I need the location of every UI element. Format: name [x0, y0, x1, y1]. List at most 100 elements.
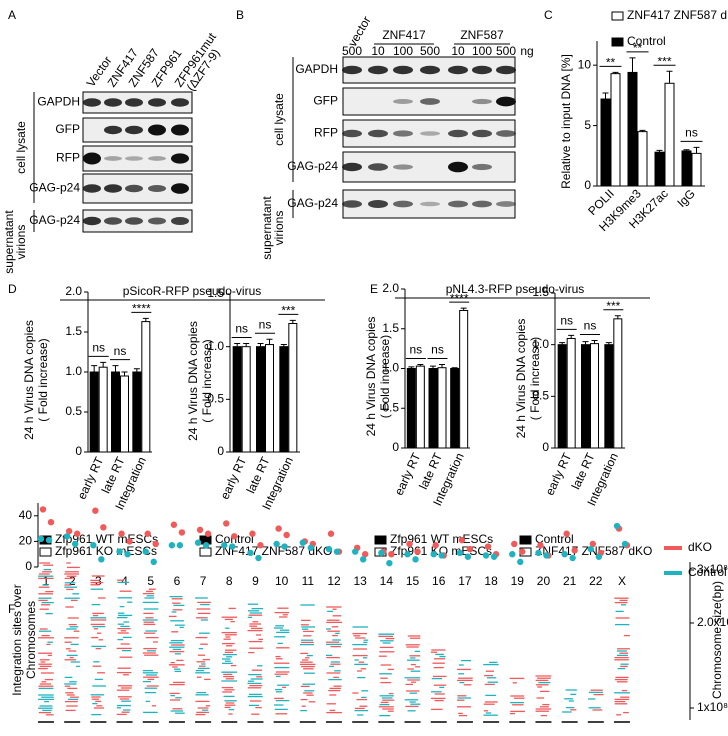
x-tick-label: 7: [200, 574, 207, 588]
blot-band: [342, 129, 362, 138]
bar: [590, 343, 599, 449]
point: [71, 540, 79, 548]
point: [327, 530, 335, 537]
error-bar: [430, 365, 436, 369]
sig-label: ***: [657, 54, 671, 68]
blot-band: [148, 156, 166, 161]
blot-band: [496, 65, 516, 75]
x-tick-label: 15: [406, 574, 420, 588]
blot-band: [496, 130, 516, 137]
error-bar: [289, 319, 296, 324]
error-bar: [602, 92, 609, 99]
size-tick-label: 2.0x10⁸: [697, 615, 728, 629]
x-tick-label: 11: [302, 574, 315, 588]
point: [142, 548, 149, 555]
error-bar: [133, 368, 140, 372]
point: [490, 553, 498, 560]
y-tick-label: 1.0: [65, 364, 82, 378]
error-bar: [234, 343, 241, 347]
bar: [691, 152, 702, 187]
bar: [604, 344, 614, 449]
point: [273, 540, 280, 548]
y-tick-label: 5: [584, 118, 591, 132]
x-tick-label: 10: [275, 574, 289, 588]
y-tick-label: 1.5: [382, 321, 399, 335]
bar: [437, 367, 447, 449]
y-axis-label: Relative to input DNA [%]: [559, 54, 573, 189]
error-bar: [666, 70, 673, 84]
sig-label: ns: [584, 319, 597, 333]
legend-label: Control: [688, 565, 727, 579]
error-bar: [439, 364, 445, 368]
blot-band: [104, 125, 122, 135]
sig-label: ****: [450, 291, 469, 305]
point: [39, 506, 47, 513]
point: [430, 551, 437, 558]
panel-label: E: [370, 282, 378, 296]
point: [456, 549, 464, 557]
bar: [581, 344, 590, 449]
blot-band: [472, 163, 492, 171]
x-tick-label: 6: [174, 574, 181, 588]
amount-label: 500: [342, 44, 362, 58]
blot-band: [393, 130, 413, 137]
bar: [459, 309, 469, 449]
lane-label: ZNF587: [460, 28, 504, 42]
blot-band: [148, 124, 166, 136]
blot-band: [104, 217, 122, 225]
point: [412, 556, 419, 563]
blot-band: [420, 98, 440, 105]
size-axis-label: Chromosome size(bp): [710, 581, 724, 699]
panel-label: D: [8, 282, 17, 296]
bar: [98, 366, 108, 453]
error-bar: [100, 361, 107, 368]
point: [65, 527, 73, 535]
legend-label: Control: [535, 532, 574, 546]
blot-band: [171, 217, 189, 225]
point: [519, 548, 526, 555]
point: [517, 558, 524, 566]
y-tick-label: 0: [584, 178, 591, 192]
x-tick-label: 1: [43, 574, 50, 588]
sig-label: ****: [132, 302, 151, 316]
bar: [664, 82, 675, 187]
point: [563, 530, 570, 537]
blot-band: [393, 200, 413, 208]
y-axis-label: ( Fold increase): [36, 338, 50, 421]
point: [299, 539, 307, 546]
error-bar: [614, 315, 621, 319]
group-label: virions: [14, 225, 28, 260]
blot-row-label: GAG-p24: [287, 159, 338, 173]
y-tick-label: 0: [217, 444, 224, 458]
blot-band: [148, 184, 166, 193]
size-tick-label: 1x10⁸: [697, 700, 728, 714]
lane-label: ZNF417: [382, 28, 426, 42]
blot-band: [104, 98, 122, 107]
group-label: supernatant: [260, 196, 274, 260]
point: [466, 545, 474, 553]
bar: [557, 344, 567, 449]
y-tick-label: 1.5: [65, 324, 82, 338]
point: [223, 520, 230, 527]
point: [511, 540, 518, 548]
point: [116, 548, 123, 555]
panel-title: pSicoR-RFP pseudo-virus: [123, 284, 262, 298]
y-tick-label: 0.5: [65, 404, 82, 418]
x-tick-label: 4: [121, 574, 128, 588]
blot-band: [420, 65, 440, 75]
y-axis-label: Integration sites over: [10, 584, 24, 695]
blot-band: [472, 98, 492, 105]
y-tick-label: 0.5: [532, 389, 549, 403]
legend-label: Zfp961 KO mESCs: [55, 544, 157, 558]
blot-band: [368, 129, 388, 138]
point: [92, 507, 99, 514]
legend-swatch: [611, 37, 624, 47]
blot-band: [496, 201, 516, 207]
bar: [610, 73, 621, 187]
x-tick-label: 3: [95, 574, 102, 588]
y-tick-label: 10: [578, 57, 592, 71]
point: [275, 525, 282, 532]
point: [100, 524, 107, 531]
legend-swatch: [519, 535, 532, 545]
y-axis-label: 24 h Virus DNA copies: [514, 319, 528, 439]
